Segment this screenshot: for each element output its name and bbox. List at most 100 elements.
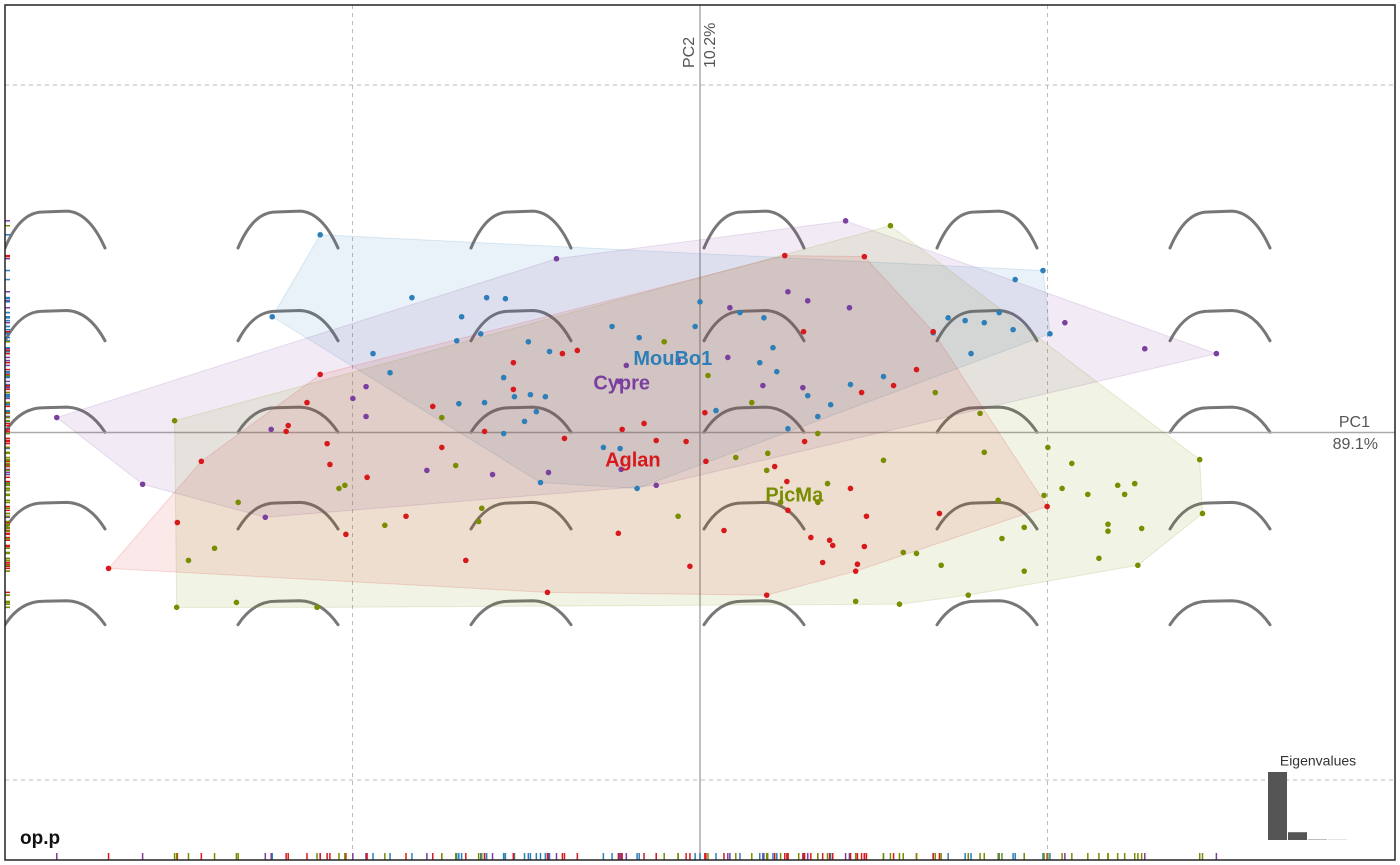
shape-outline (236, 209, 340, 250)
point (545, 469, 552, 476)
point (53, 414, 60, 421)
point (675, 357, 681, 364)
point (363, 383, 369, 390)
point (619, 426, 625, 433)
point (784, 478, 790, 485)
point (510, 359, 517, 366)
point (938, 562, 944, 569)
point (481, 399, 488, 406)
point (1138, 525, 1145, 532)
point (1135, 562, 1141, 569)
point (105, 565, 112, 572)
frame (4, 4, 1396, 861)
point (382, 522, 388, 529)
point (1044, 503, 1050, 510)
point (713, 407, 719, 414)
point (771, 463, 778, 470)
point (705, 372, 711, 379)
point (1121, 491, 1128, 498)
point (692, 323, 698, 330)
point (999, 535, 1005, 542)
point (1131, 480, 1138, 487)
point (370, 350, 376, 357)
point (618, 466, 624, 473)
point (725, 354, 731, 361)
morphospace (5, 209, 1272, 627)
point (525, 338, 532, 345)
point (439, 414, 445, 421)
point (500, 430, 507, 437)
point (804, 297, 811, 304)
point (721, 527, 727, 534)
group-label: Cypre (593, 372, 650, 394)
point (546, 348, 553, 355)
point (804, 392, 811, 399)
point (913, 550, 920, 557)
point (675, 513, 681, 520)
shape-outline (1168, 405, 1272, 434)
point (553, 255, 560, 262)
point (559, 350, 566, 357)
point (1062, 319, 1068, 326)
point (268, 426, 274, 433)
eigenvalue-bar (1288, 832, 1307, 840)
point (1047, 330, 1053, 337)
point (171, 417, 178, 424)
shape-outline (469, 309, 573, 343)
point (847, 485, 854, 492)
point (781, 252, 788, 259)
shape-outline (935, 500, 1039, 531)
point (936, 510, 943, 517)
point (653, 437, 660, 444)
point (173, 604, 180, 611)
point (1041, 492, 1047, 499)
shape-outline (5, 405, 107, 434)
point (641, 420, 647, 427)
point (409, 294, 415, 301)
shape-outline (236, 405, 340, 434)
point (342, 482, 348, 489)
point (500, 374, 507, 381)
point (687, 563, 693, 570)
point (600, 444, 607, 451)
point (702, 409, 708, 416)
y-axis-variance: 10.2% (702, 23, 719, 68)
point (502, 295, 509, 302)
point (477, 330, 484, 337)
point (763, 467, 770, 474)
point (424, 467, 430, 474)
point (770, 344, 776, 351)
group-label: MouBo1 (633, 348, 712, 370)
point (1010, 326, 1016, 333)
point (1040, 267, 1046, 274)
point (1069, 460, 1075, 467)
point (616, 378, 623, 385)
point (962, 317, 968, 324)
point (863, 513, 870, 520)
eigenvalues-title: Eigenvalues (1280, 753, 1356, 769)
shape-outline (469, 500, 573, 531)
point (996, 309, 1002, 316)
point (819, 559, 826, 566)
point (842, 218, 849, 224)
point (327, 461, 333, 468)
point (511, 393, 518, 400)
point (861, 253, 868, 260)
point (533, 408, 540, 415)
point (773, 368, 780, 375)
shape-outline (702, 500, 806, 531)
point (198, 458, 205, 465)
point (913, 366, 920, 373)
point (896, 601, 903, 607)
point (995, 497, 1001, 504)
shape-outline (5, 599, 107, 627)
group-hull (174, 225, 1203, 608)
point (475, 518, 482, 525)
point (544, 589, 551, 596)
point (827, 401, 834, 408)
point (890, 382, 897, 389)
shape-outline (935, 209, 1039, 250)
point (852, 568, 859, 574)
point (761, 315, 767, 321)
